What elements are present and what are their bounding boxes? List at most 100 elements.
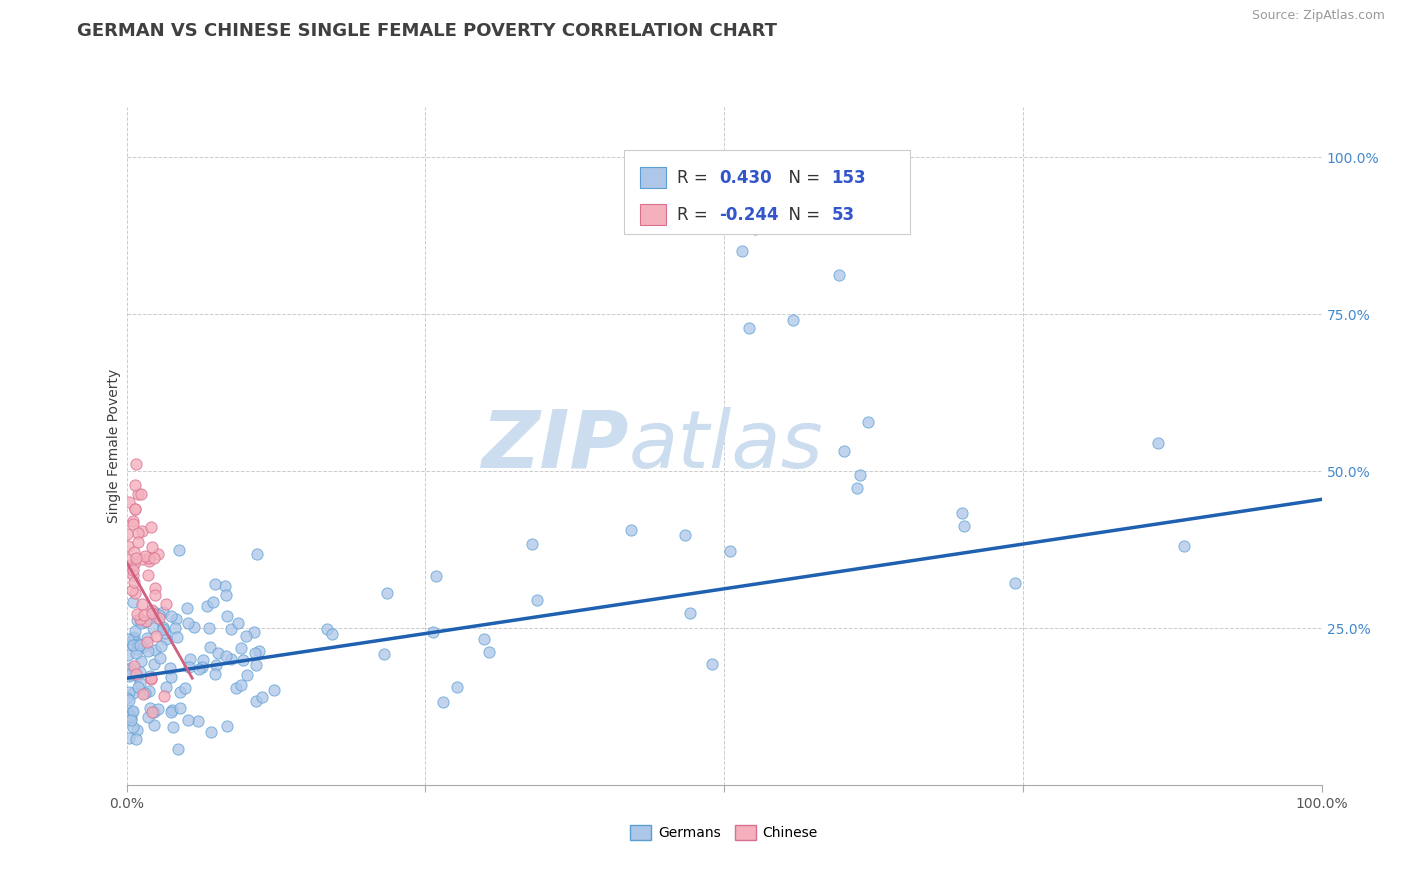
Point xyxy=(143,607,166,621)
Point xyxy=(141,520,163,534)
Text: R =: R = xyxy=(678,169,713,186)
Y-axis label: Single Female Poverty: Single Female Poverty xyxy=(107,369,121,523)
Text: 53: 53 xyxy=(832,206,855,224)
Point xyxy=(122,686,145,700)
Point xyxy=(118,731,141,745)
Point xyxy=(188,662,211,676)
Point xyxy=(235,629,257,643)
Point xyxy=(139,672,162,686)
Point xyxy=(141,705,163,719)
Point xyxy=(115,710,138,724)
Point xyxy=(231,640,253,655)
Point xyxy=(152,623,174,637)
Point xyxy=(207,646,229,660)
Point xyxy=(132,615,155,630)
Point xyxy=(1173,539,1195,553)
Point xyxy=(120,713,142,727)
Point xyxy=(152,689,174,703)
Point xyxy=(159,706,181,720)
Text: N =: N = xyxy=(779,169,825,186)
Text: GERMAN VS CHINESE SINGLE FEMALE POVERTY CORRELATION CHART: GERMAN VS CHINESE SINGLE FEMALE POVERTY … xyxy=(77,22,778,40)
Point xyxy=(124,478,146,492)
Point xyxy=(127,487,149,501)
Point xyxy=(159,661,181,675)
Point xyxy=(166,630,188,644)
Point xyxy=(134,549,156,564)
Point xyxy=(117,685,139,699)
Point xyxy=(179,659,201,673)
Point xyxy=(121,636,143,650)
Point xyxy=(142,706,165,720)
Point xyxy=(145,629,167,643)
Point xyxy=(124,457,146,471)
Text: R =: R = xyxy=(678,206,713,224)
Point xyxy=(162,720,184,734)
Point xyxy=(117,648,139,662)
Point xyxy=(432,695,454,709)
Point xyxy=(121,720,143,734)
Point xyxy=(138,551,160,566)
Point xyxy=(122,658,145,673)
Point xyxy=(142,717,165,731)
Point xyxy=(834,444,856,458)
Point xyxy=(122,704,145,718)
Point xyxy=(146,702,169,716)
Point xyxy=(856,415,879,429)
Point xyxy=(143,581,166,595)
Point xyxy=(219,652,242,666)
Point xyxy=(201,595,224,609)
Legend: Germans, Chinese: Germans, Chinese xyxy=(624,820,824,846)
Point xyxy=(149,639,172,653)
Point xyxy=(191,653,214,667)
Point xyxy=(166,742,188,756)
Point xyxy=(247,644,270,658)
Point xyxy=(118,693,141,707)
Point xyxy=(263,683,285,698)
Point xyxy=(149,650,172,665)
Point xyxy=(136,568,159,582)
Point xyxy=(134,685,156,699)
Point xyxy=(148,610,170,624)
Point xyxy=(163,621,186,635)
Point xyxy=(148,547,170,561)
Point xyxy=(245,694,267,708)
Point xyxy=(124,586,146,600)
Point xyxy=(236,668,259,682)
Point xyxy=(250,690,273,705)
Point xyxy=(242,624,264,639)
Point xyxy=(121,595,143,609)
Point xyxy=(176,601,198,615)
Point xyxy=(849,468,872,483)
Point xyxy=(160,608,183,623)
Point xyxy=(373,647,395,661)
Text: Source: ZipAtlas.com: Source: ZipAtlas.com xyxy=(1251,9,1385,22)
Point xyxy=(155,632,177,646)
Point xyxy=(131,597,153,611)
Point xyxy=(526,593,548,607)
Point xyxy=(118,669,141,683)
Point xyxy=(121,558,143,573)
Point xyxy=(136,643,159,657)
Text: -0.244: -0.244 xyxy=(720,206,779,224)
Point xyxy=(128,665,150,680)
Point xyxy=(673,528,696,542)
Point xyxy=(120,711,142,725)
Point xyxy=(122,630,145,644)
Point xyxy=(125,723,148,738)
Text: 0.430: 0.430 xyxy=(720,169,772,186)
Point xyxy=(229,678,252,692)
Point xyxy=(702,657,724,671)
Point xyxy=(141,540,163,554)
Point xyxy=(245,657,267,672)
Point xyxy=(142,608,165,623)
Point xyxy=(225,681,247,696)
Text: ZIP: ZIP xyxy=(481,407,628,485)
Point xyxy=(758,211,780,226)
Point xyxy=(731,244,754,258)
Point xyxy=(129,654,152,668)
Point xyxy=(200,724,222,739)
Point xyxy=(125,642,148,657)
Point xyxy=(115,691,138,706)
Point xyxy=(1147,436,1170,450)
Point xyxy=(165,611,187,625)
